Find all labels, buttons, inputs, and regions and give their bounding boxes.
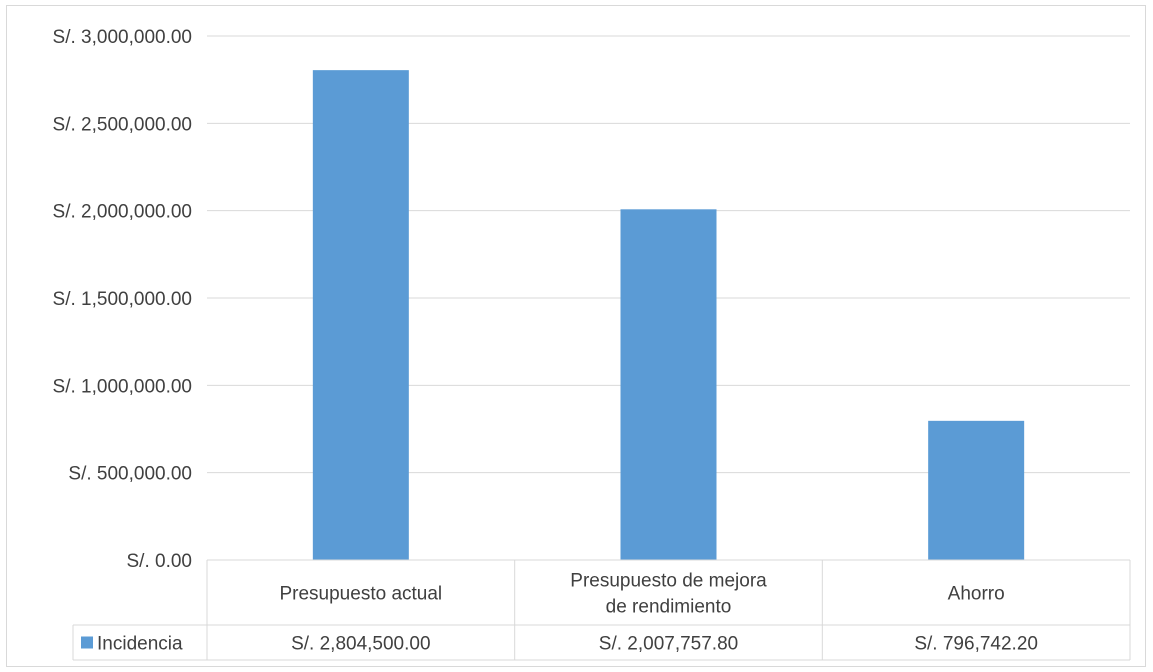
category-label: de rendimiento	[606, 597, 732, 618]
legend-swatch	[81, 636, 93, 649]
bar	[928, 420, 1025, 560]
y-tick-label: S/. 500,000.00	[68, 464, 192, 485]
data-table-value: S/. 2,007,757.80	[599, 634, 738, 655]
bar	[312, 70, 409, 560]
legend-label: Incidencia	[97, 634, 183, 655]
y-tick-label: S/. 0.00	[127, 551, 193, 572]
y-tick-label: S/. 2,000,000.00	[53, 202, 192, 223]
category-label: Presupuesto de mejora	[570, 571, 767, 592]
chart-frame	[6, 5, 1146, 667]
category-label: Presupuesto actual	[279, 584, 442, 605]
y-tick-label: S/. 1,000,000.00	[53, 376, 192, 397]
category-label: Ahorro	[948, 584, 1005, 605]
y-tick-label: S/. 1,500,000.00	[53, 289, 192, 310]
data-table-value: S/. 796,742.20	[914, 634, 1038, 655]
data-table-value: S/. 2,804,500.00	[291, 634, 430, 655]
bar	[620, 209, 717, 560]
y-tick-label: S/. 3,000,000.00	[53, 27, 192, 48]
y-tick-label: S/. 2,500,000.00	[53, 114, 192, 135]
